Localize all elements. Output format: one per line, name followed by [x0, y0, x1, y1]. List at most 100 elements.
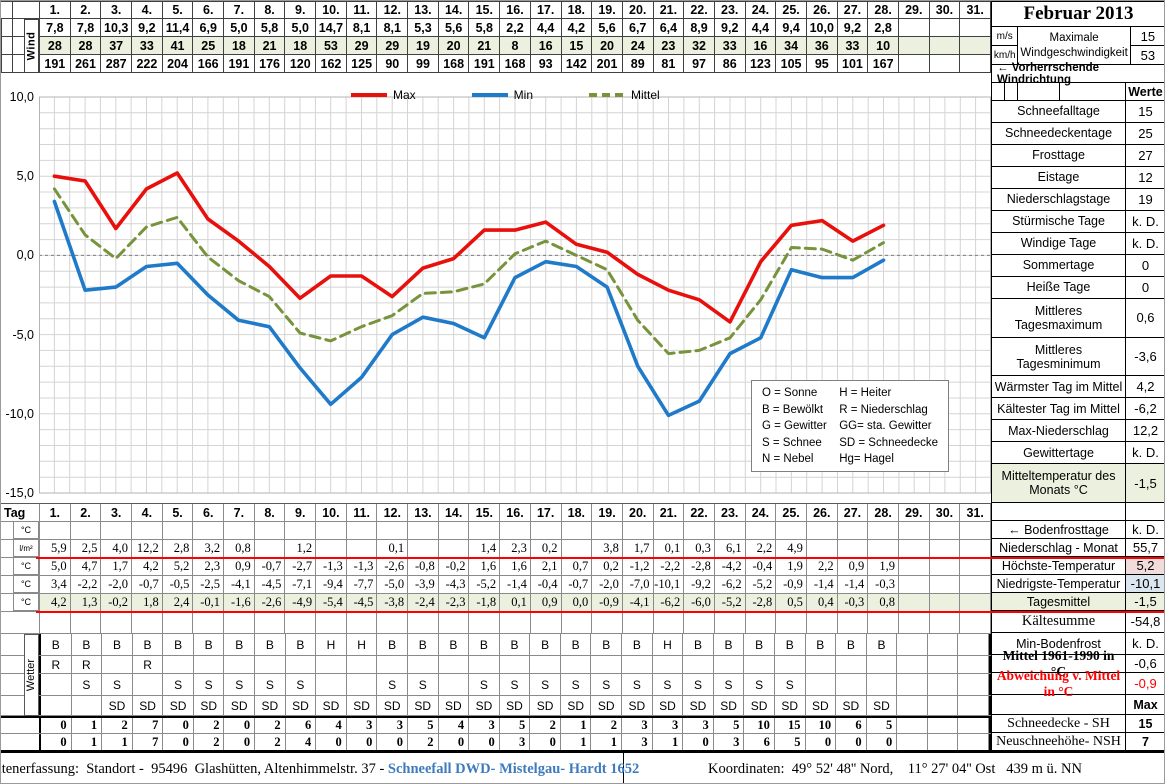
- schneedecke-cell[interactable]: 2: [530, 718, 561, 733]
- empty-cell[interactable]: [562, 522, 593, 539]
- summary-value[interactable]: 5,2: [1125, 557, 1164, 574]
- precipitation-cell[interactable]: [316, 540, 347, 557]
- wetter-r-cell[interactable]: [102, 656, 133, 673]
- empty-cell[interactable]: [40, 522, 71, 539]
- empty-cell[interactable]: [285, 612, 317, 633]
- empty-cell[interactable]: [623, 522, 654, 539]
- wetter-s-cell[interactable]: S: [102, 674, 133, 695]
- min-temp-cell[interactable]: -3,9: [408, 576, 439, 593]
- summary-value[interactable]: -54,8: [1125, 611, 1164, 632]
- wetter-sd-cell[interactable]: SD: [744, 696, 775, 715]
- wetter-sd-cell[interactable]: SD: [683, 696, 714, 715]
- max-temp-cell[interactable]: 0,9: [224, 558, 255, 575]
- wetter-b-cell[interactable]: B: [163, 634, 194, 655]
- wind-ms-cell[interactable]: 8,9: [684, 19, 715, 36]
- schneedecke-cell[interactable]: 15: [775, 718, 806, 733]
- wetter-r-cell[interactable]: [591, 656, 623, 673]
- mean-temp-cell[interactable]: -4,1: [622, 594, 654, 611]
- wetter-sd-cell[interactable]: SD: [530, 696, 561, 715]
- schneedecke-cell[interactable]: 3: [653, 718, 684, 733]
- neuschnee-cell[interactable]: 2: [255, 734, 286, 750]
- summary-value[interactable]: k. D.: [1125, 521, 1164, 538]
- mean-temp-cell[interactable]: 1,8: [132, 594, 163, 611]
- wind-kmh-cell[interactable]: 21: [254, 37, 286, 54]
- wetter-sd-cell[interactable]: SD: [561, 696, 592, 715]
- wetter-b-cell[interactable]: [897, 634, 928, 655]
- precipitation-cell[interactable]: 1,4: [469, 540, 501, 557]
- wetter-r-cell[interactable]: [347, 656, 378, 673]
- precipitation-cell[interactable]: 0,2: [531, 540, 562, 557]
- empty-cell[interactable]: [838, 522, 869, 539]
- max-temp-cell[interactable]: [960, 558, 991, 575]
- wind-kmh-cell[interactable]: [960, 37, 991, 54]
- schneedecke-cell[interactable]: 3: [622, 718, 653, 733]
- wetter-r-cell[interactable]: [316, 656, 347, 673]
- max-temp-cell[interactable]: -1,3: [316, 558, 347, 575]
- empty-cell[interactable]: [807, 612, 838, 633]
- empty-cell[interactable]: [930, 522, 961, 539]
- wind-ms-cell[interactable]: 4,4: [746, 19, 777, 36]
- day-header-cell[interactable]: 21.: [654, 2, 685, 18]
- wetter-sd-cell[interactable]: SD: [377, 696, 408, 715]
- wind-kmh-cell[interactable]: 28: [70, 37, 102, 54]
- wind-ms-cell[interactable]: 9,2: [715, 19, 746, 36]
- neuschnee-cell[interactable]: 7: [133, 734, 164, 750]
- wetter-s-cell[interactable]: S: [194, 674, 225, 695]
- summary-value[interactable]: k. D.: [1125, 232, 1164, 254]
- neuschnee-cell[interactable]: 0: [469, 734, 500, 750]
- day-number-cell[interactable]: 9.: [285, 504, 317, 521]
- wetter-r-cell[interactable]: [286, 656, 317, 673]
- neuschnee-cell[interactable]: 0: [867, 734, 898, 750]
- max-temp-cell[interactable]: 0,9: [838, 558, 869, 575]
- wetter-r-cell[interactable]: [561, 656, 592, 673]
- neuschnee-cell[interactable]: 0: [439, 734, 470, 750]
- day-header-cell[interactable]: 1.: [40, 2, 71, 18]
- min-temp-cell[interactable]: -0,9: [776, 576, 807, 593]
- day-number-cell[interactable]: 31.: [960, 504, 991, 521]
- summary-value[interactable]: -3,6: [1125, 337, 1164, 376]
- wind-ms-cell[interactable]: 10,3: [101, 19, 133, 36]
- summary-value[interactable]: -0,9: [1125, 673, 1164, 694]
- summary-value[interactable]: 0: [1125, 276, 1164, 298]
- summary-value[interactable]: [1125, 503, 1164, 520]
- day-number-cell[interactable]: 19.: [592, 504, 623, 521]
- empty-cell[interactable]: [838, 612, 869, 633]
- footer-station-link[interactable]: Schneefall DWD- Mistelgau- Hardt 1652: [387, 760, 640, 777]
- wind-direction-cell[interactable]: 99: [408, 55, 439, 72]
- neuschnee-cell[interactable]: 0: [41, 734, 72, 750]
- empty-cell[interactable]: [469, 612, 501, 633]
- wetter-r-cell[interactable]: [377, 656, 408, 673]
- summary-value[interactable]: k. D.: [1125, 633, 1164, 654]
- wind-kmh-cell[interactable]: 20: [438, 37, 470, 54]
- wind-ms-cell[interactable]: 9,2: [838, 19, 869, 36]
- empty-cell[interactable]: [255, 612, 286, 633]
- wetter-sd-cell[interactable]: SD: [775, 696, 806, 715]
- wetter-b-cell[interactable]: B: [439, 634, 470, 655]
- day-number-cell[interactable]: 25.: [776, 504, 807, 521]
- wind-ms-cell[interactable]: 8,1: [347, 19, 378, 36]
- summary-value[interactable]: 0: [1125, 254, 1164, 276]
- schneedecke-cell[interactable]: 5: [867, 718, 898, 733]
- empty-cell[interactable]: [193, 522, 225, 539]
- wetter-b-cell[interactable]: B: [836, 634, 867, 655]
- schneedecke-cell[interactable]: 6: [836, 718, 867, 733]
- schneedecke-cell[interactable]: 0: [163, 718, 194, 733]
- empty-cell[interactable]: [684, 522, 715, 539]
- wetter-r-cell[interactable]: [867, 656, 898, 673]
- neuschnee-cell[interactable]: 1: [102, 734, 133, 750]
- summary-value[interactable]: -6,2: [1125, 398, 1164, 420]
- neuschnee-cell[interactable]: 0: [163, 734, 194, 750]
- wind-direction-cell[interactable]: 90: [377, 55, 409, 72]
- wind-kmh-cell[interactable]: 19: [408, 37, 439, 54]
- day-number-cell[interactable]: 10.: [316, 504, 347, 521]
- wetter-r-cell[interactable]: [530, 656, 561, 673]
- wind-kmh-cell[interactable]: 15: [561, 37, 593, 54]
- wetter-b-cell[interactable]: B: [224, 634, 256, 655]
- neuschnee-cell[interactable]: 0: [836, 734, 867, 750]
- day-number-cell[interactable]: 18.: [562, 504, 593, 521]
- summary-value[interactable]: k. D.: [1125, 442, 1164, 464]
- wetter-b-cell[interactable]: H: [347, 634, 378, 655]
- wind-direction-cell[interactable]: 101: [838, 55, 869, 72]
- wind-direction-cell[interactable]: 123: [746, 55, 777, 72]
- wind-direction-cell[interactable]: 201: [592, 55, 623, 72]
